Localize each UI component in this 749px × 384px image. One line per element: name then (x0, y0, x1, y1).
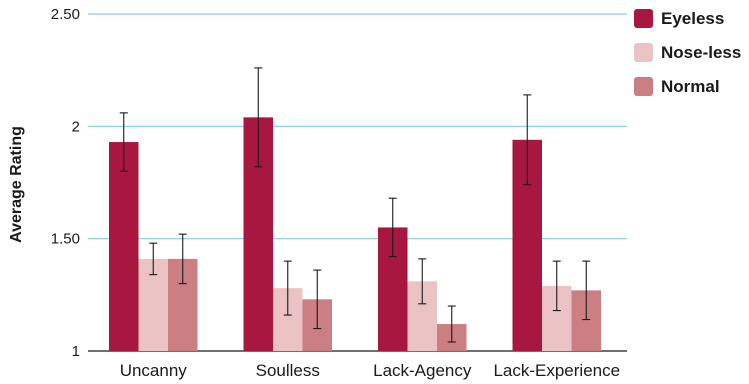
legend-label: Eyeless (661, 9, 724, 28)
category-label: Soulless (256, 361, 320, 380)
error-bar-normal-soulless (313, 269, 322, 330)
y-tick-label: 2.50 (51, 6, 80, 23)
legend-label: Normal (661, 77, 720, 96)
y-axis-title: Average Rating (8, 126, 25, 243)
y-tick-label: 1.50 (51, 231, 80, 248)
y-tick-labels: 1 1.50 2 2.50 (51, 6, 80, 360)
bar-eyeless-uncanny (109, 142, 139, 351)
legend: Eyeless Nose-less Normal (634, 9, 741, 96)
error-bar-eyeless-lack-agency (388, 197, 397, 258)
y-tick-label: 1 (72, 343, 80, 360)
category-label: Uncanny (120, 361, 188, 380)
legend-swatch-nose-less (634, 43, 653, 62)
error-bars (119, 67, 591, 343)
error-bar-nose-less-lack-agency (418, 258, 427, 305)
error-bar-eyeless-lack-experience (523, 94, 532, 186)
legend-swatch-normal (634, 77, 653, 96)
error-bar-eyeless-soulless (254, 67, 263, 168)
error-bar-eyeless-uncanny (119, 112, 128, 172)
legend-swatch-eyeless (634, 9, 653, 28)
category-labels: Uncanny Soulless Lack-Agency Lack-Experienc… (120, 361, 620, 380)
error-bar-normal-lack-agency (447, 305, 456, 343)
error-bar-nose-less-uncanny (149, 242, 158, 276)
error-bar-normal-lack-experience (582, 260, 591, 321)
error-bar-nose-less-lack-experience (552, 260, 561, 312)
category-label: Lack-Agency (373, 361, 472, 380)
legend-label: Nose-less (661, 43, 741, 62)
category-label: Lack-Experience (493, 361, 620, 380)
error-bar-nose-less-soulless (283, 260, 292, 316)
error-bar-normal-uncanny (178, 233, 187, 285)
y-tick-label: 2 (72, 118, 80, 135)
